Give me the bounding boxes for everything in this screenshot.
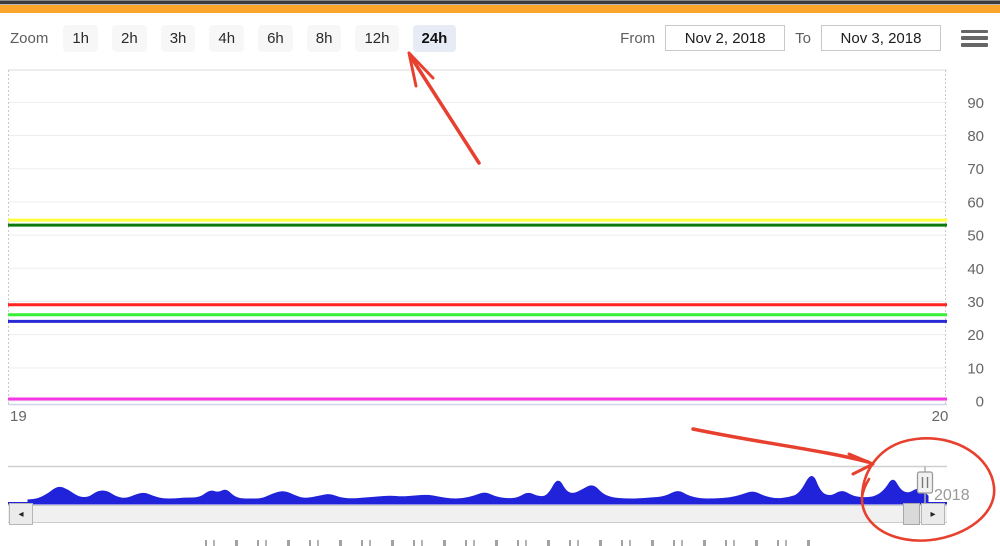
from-label: From	[620, 29, 656, 47]
hamburger-bar	[961, 29, 988, 33]
clipped-caption-fragments	[205, 540, 823, 546]
date-range-controls: From To	[610, 25, 988, 51]
zoom-buttons: 1h 2h 3h 4h 6h 8h 12h 24h	[63, 25, 470, 52]
y-axis-label-60: 60	[967, 194, 984, 211]
to-date-input[interactable]	[821, 25, 941, 51]
zoom-button-3h[interactable]: 3h	[160, 25, 196, 52]
zoom-button-group: Zoom 1h 2h 3h 4h 6h 8h 12h 24h	[10, 25, 470, 52]
navigator-scrollbar-track[interactable]	[8, 505, 947, 523]
y-axis-label-90: 90	[967, 95, 984, 112]
zoom-button-8h[interactable]: 8h	[306, 25, 342, 52]
scrollbar-right-arrow-button[interactable]: ▸	[921, 503, 945, 525]
x-axis-label-19: 19	[10, 408, 27, 425]
hamburger-bar	[961, 36, 988, 40]
y-axis-label-20: 20	[967, 327, 984, 344]
range-selector-toolbar: Zoom 1h 2h 3h 4h 6h 8h 12h 24h From To	[0, 13, 1000, 65]
zoom-button-12h[interactable]: 12h	[355, 25, 399, 52]
from-date-input[interactable]	[665, 25, 786, 51]
zoom-button-4h[interactable]: 4h	[209, 25, 245, 52]
zoom-button-24h[interactable]: 24h	[412, 25, 457, 52]
scrollbar-left-arrow-button[interactable]: ◂	[9, 503, 33, 525]
y-axis-label-50: 50	[967, 228, 984, 245]
y-axis-label-30: 30	[967, 294, 984, 311]
x-axis-label-20: 20	[932, 408, 949, 425]
navigator-year-label: 2018	[934, 487, 970, 504]
zoom-label: Zoom	[10, 30, 49, 47]
scrollbar-thumb[interactable]	[903, 503, 920, 525]
y-axis-label-80: 80	[967, 128, 984, 145]
hamburger-bar	[961, 43, 988, 47]
navigator-handle[interactable]	[916, 471, 934, 494]
y-axis-label-40: 40	[967, 261, 984, 278]
y-axis-label-10: 10	[967, 360, 984, 377]
y-axis-label-0: 0	[976, 394, 984, 411]
zoom-button-2h[interactable]: 2h	[112, 25, 147, 52]
navigator-baseline	[8, 502, 947, 505]
y-axis-label-70: 70	[967, 161, 984, 178]
zoom-button-6h[interactable]: 6h	[258, 25, 293, 52]
top-dark-bar	[0, 0, 1000, 4]
hamburger-menu-icon[interactable]	[961, 29, 988, 47]
navigator-area-series[interactable]	[27, 476, 929, 503]
to-label: To	[795, 29, 811, 47]
zoom-button-1h[interactable]: 1h	[63, 25, 99, 52]
top-orange-bar	[0, 4, 1000, 13]
